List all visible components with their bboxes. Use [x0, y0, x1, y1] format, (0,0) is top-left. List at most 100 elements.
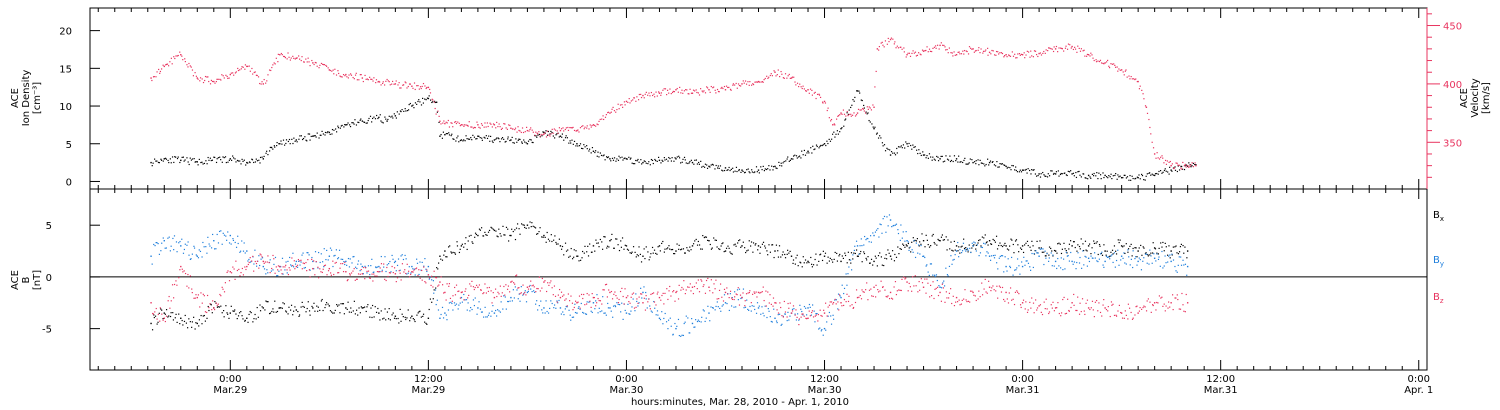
ion-density-point [493, 139, 496, 141]
velocity-dot [960, 53, 963, 55]
velocity-dot [730, 89, 732, 91]
velocity-dot [658, 91, 660, 93]
by-dot [399, 269, 401, 271]
by-dot [1010, 256, 1013, 259]
ion-density-point [378, 116, 380, 119]
velocity-dot [552, 132, 554, 134]
by-dot [343, 260, 345, 263]
velocity-dot [833, 123, 835, 125]
ion-density-dot [706, 164, 708, 166]
bz-dot [747, 292, 749, 294]
velocity-point [972, 48, 974, 50]
by-point [1087, 257, 1090, 259]
by-dot [691, 318, 693, 320]
bz-dot [772, 297, 775, 299]
bx-dot [1169, 257, 1171, 259]
velocity-dot [975, 49, 977, 52]
bx-dot [587, 245, 589, 247]
bz-dot [860, 298, 863, 300]
velocity-dot [1030, 50, 1032, 52]
by-dot [433, 292, 435, 294]
by-dot [471, 308, 473, 311]
by-dot [637, 305, 639, 307]
bx-point [724, 250, 727, 252]
ion-density-dot [1180, 165, 1182, 167]
bz-dot [843, 304, 845, 307]
ion-density-point [444, 134, 446, 136]
bx-dot [824, 252, 827, 254]
bz-dot [570, 295, 572, 297]
velocity-dot [808, 92, 810, 94]
bx-dot [1041, 251, 1043, 253]
ion-density-dot [519, 138, 521, 141]
by-dot [1184, 263, 1187, 265]
velocity-dot [752, 83, 754, 85]
bx-dot [975, 244, 977, 246]
bx-dot [604, 236, 606, 238]
bz-dot [204, 311, 207, 313]
velocity-dot [152, 76, 155, 78]
bz-dot [179, 269, 181, 271]
by-dot [1158, 256, 1160, 258]
ion-density-point [150, 161, 152, 164]
velocity-dot [676, 87, 678, 90]
by-dot [616, 302, 618, 304]
bx-dot [1050, 247, 1052, 250]
velocity-dot [978, 47, 980, 49]
by-dot [181, 238, 183, 240]
velocity-dot [1165, 163, 1168, 165]
by-dot [634, 310, 636, 312]
velocity-dot [495, 127, 497, 129]
velocity-dot [455, 122, 458, 125]
by-dot [751, 305, 753, 307]
bx-dot [210, 303, 212, 305]
by-dot [537, 309, 539, 311]
bx-dot [560, 248, 563, 250]
by-dot [1088, 260, 1091, 263]
velocity-dot [202, 81, 205, 84]
bx-dot [891, 250, 894, 252]
by-dot [1132, 250, 1134, 252]
bz-dot [640, 293, 642, 295]
by-dot [507, 300, 509, 303]
bx-dot [379, 319, 381, 321]
bx-dot [894, 253, 896, 256]
by-dot [1040, 248, 1043, 250]
ion-density-point [246, 161, 248, 164]
velocity-dot [280, 52, 282, 55]
bz-dot [165, 315, 168, 317]
bx-dot [227, 313, 229, 315]
bz-dot [756, 296, 758, 298]
bz-dot [471, 280, 473, 282]
bz-dot [577, 301, 579, 303]
by-dot [416, 262, 419, 264]
ion-density-point [625, 158, 628, 160]
ion-density-dot [501, 137, 504, 139]
bz-dot [806, 318, 808, 320]
bz-point [526, 286, 529, 288]
ion-density-dot [962, 161, 964, 164]
by-dot [681, 334, 683, 336]
bx-dot [721, 243, 723, 245]
velocity-dot [1039, 52, 1042, 54]
ion-density-dot [680, 162, 682, 164]
by-dot [743, 307, 745, 309]
velocity-dot [448, 126, 451, 128]
bx-dot [482, 235, 485, 237]
by-dot [563, 313, 565, 316]
velocity-dot [542, 134, 544, 136]
velocity-dot [277, 53, 279, 55]
bx-dot [928, 246, 931, 248]
ion-density-dot [693, 163, 695, 165]
by-dot [346, 264, 348, 266]
ion-density-dot [882, 145, 884, 147]
bx-point [1186, 250, 1189, 252]
by-dot [290, 264, 292, 266]
by-dot [870, 241, 872, 243]
velocity-dot [712, 87, 714, 89]
bz-dot [673, 290, 675, 292]
ion-density-dot [367, 119, 369, 122]
velocity-dot [419, 86, 422, 88]
velocity-dot [1079, 50, 1082, 52]
velocity-dot [1182, 161, 1184, 164]
